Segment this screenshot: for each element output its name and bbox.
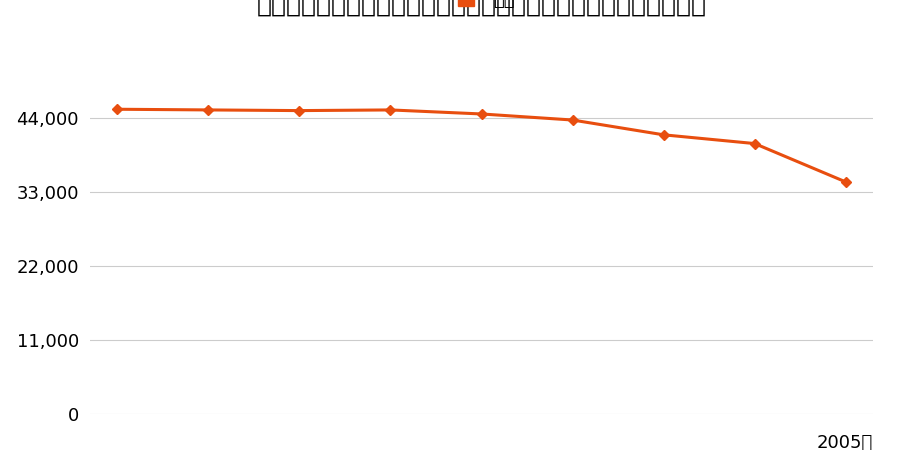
Legend: 価格: 価格 bbox=[441, 0, 522, 16]
Text: 2005年: 2005年 bbox=[817, 434, 873, 450]
Title: 新潟県西蒲原郡分水町大字箈ケ島字興野前１１４８番３の地価推移: 新潟県西蒲原郡分水町大字箈ケ島字興野前１１４８番３の地価推移 bbox=[256, 0, 706, 17]
